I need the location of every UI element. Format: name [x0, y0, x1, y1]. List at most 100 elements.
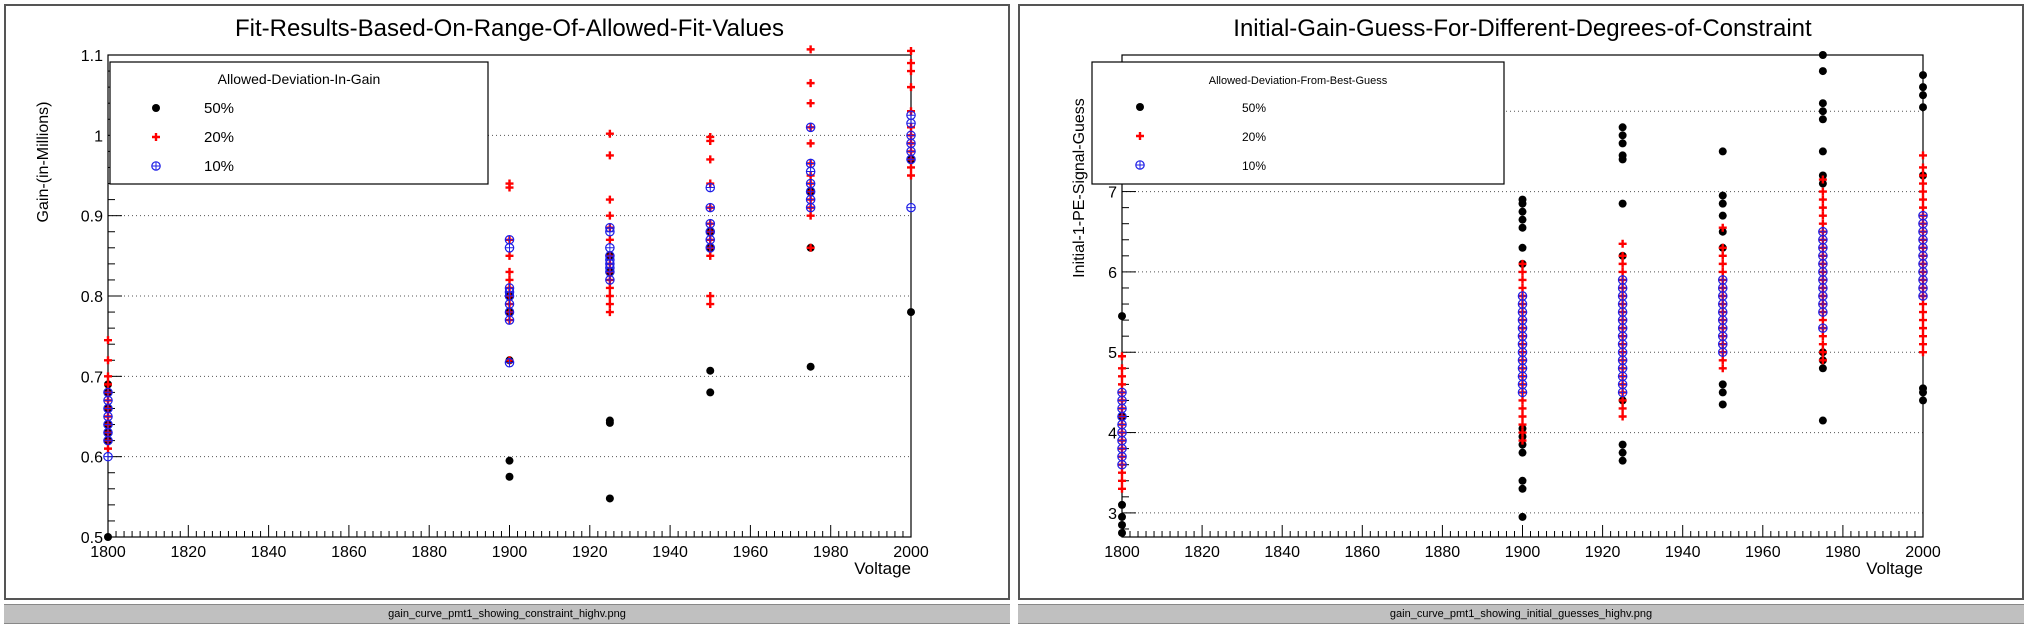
data-point [103, 403, 113, 414]
data-point [1618, 131, 1627, 140]
data-point [1617, 347, 1628, 358]
data-point [1117, 435, 1127, 446]
data-point [706, 366, 715, 375]
data-point [1517, 355, 1528, 366]
data-point [1518, 275, 1527, 284]
data-point [805, 166, 816, 177]
data-point [1919, 324, 1927, 333]
data-point [1517, 291, 1528, 301]
data-point [1717, 307, 1728, 317]
data-point [805, 122, 816, 133]
data-point [1818, 267, 1828, 277]
x-axis: 1800 1820 1840 1860 1880 1900 1920 1940 1960 1980… [1104, 525, 1941, 561]
data-point [1118, 468, 1126, 477]
data-point [1517, 323, 1528, 333]
data-point [1718, 267, 1727, 276]
data-point [1818, 356, 1827, 365]
x-tick-label: 2000 [1905, 544, 1941, 561]
data-point [1919, 348, 1927, 357]
data-point [1517, 299, 1528, 309]
x-axis-label: Voltage [1866, 559, 1923, 578]
y-axis-label: Initial-1-PE-Signal-Guess [1071, 98, 1088, 278]
legend-marker [1136, 132, 1144, 140]
data-point [1818, 107, 1827, 116]
y-tick-label: 1 [94, 128, 103, 145]
data-point [605, 275, 615, 285]
data-point [1518, 420, 1527, 429]
x-tick-label: 1840 [1264, 544, 1300, 561]
data-point [504, 291, 515, 301]
legend-marker [1135, 160, 1145, 170]
data-point [1517, 331, 1528, 341]
data-point [1118, 528, 1126, 537]
image-caption-bar: gain_curve_pmt1_showing_initial_guesses_… [1018, 604, 2024, 624]
data-point [1518, 404, 1527, 413]
data-point [706, 155, 715, 164]
data-point [1919, 151, 1927, 160]
data-point [1818, 211, 1827, 220]
x-tick-label: 1800 [1104, 544, 1140, 561]
data-point [1919, 203, 1927, 212]
legend-label: 20% [204, 129, 234, 146]
data-point [1718, 191, 1727, 200]
data-point [1918, 251, 1928, 261]
data-point [1618, 404, 1627, 413]
data-point [1617, 291, 1628, 301]
y-tick-label: 5 [1108, 345, 1117, 362]
legend-marker [152, 133, 160, 141]
data-point [1717, 283, 1728, 293]
data-point [1818, 187, 1827, 196]
data-point [1717, 299, 1728, 309]
data-point [1518, 484, 1527, 493]
data-point [1818, 340, 1827, 349]
data-point [1117, 403, 1127, 414]
data-point [1518, 476, 1527, 485]
data-point [504, 357, 515, 368]
x-tick-label: 1920 [1585, 544, 1621, 561]
data-point [1818, 51, 1827, 59]
data-point [907, 308, 915, 317]
data-point [1718, 259, 1727, 268]
data-point [805, 158, 816, 169]
data-point [1617, 331, 1628, 341]
data-point [605, 226, 615, 237]
data-point [605, 416, 614, 425]
data-point [1617, 315, 1628, 325]
data-point [1518, 283, 1527, 292]
data-point [1118, 380, 1126, 389]
data-point [1818, 243, 1828, 253]
data-point [806, 243, 815, 252]
data-point [1618, 259, 1627, 268]
data-point [1717, 315, 1728, 325]
data-point [1919, 340, 1927, 349]
data-point [103, 427, 113, 438]
data-point [806, 99, 815, 108]
data-point [605, 283, 614, 292]
data-point [505, 456, 514, 465]
data-point [1617, 323, 1628, 333]
data-point [1517, 379, 1528, 390]
y-tick-label: 7 [1108, 185, 1117, 202]
data-point [806, 79, 815, 88]
legend-label: 50% [1242, 101, 1266, 115]
data-point [1618, 151, 1627, 160]
data-point [1818, 219, 1827, 228]
data-point [1717, 339, 1728, 349]
data-point [1918, 259, 1928, 269]
data-point [605, 129, 614, 138]
left-chart-panel: Fit-Results-Based-On-Range-Of-Allowed-Fi… [4, 4, 1010, 624]
data-point [906, 118, 916, 129]
x-tick-label: 1940 [652, 544, 688, 561]
x-axis-label: Voltage [854, 559, 911, 578]
data-point [1718, 199, 1727, 208]
data-point [1919, 396, 1927, 405]
data-point [1118, 312, 1126, 321]
x-tick-label: 1860 [331, 544, 367, 561]
data-point [806, 211, 815, 220]
data-point [1517, 387, 1528, 398]
data-point [1617, 363, 1628, 374]
y-tick-label: 4 [1108, 426, 1117, 443]
data-point [1918, 275, 1928, 285]
data-point [1517, 363, 1528, 374]
data-point [1818, 332, 1827, 341]
